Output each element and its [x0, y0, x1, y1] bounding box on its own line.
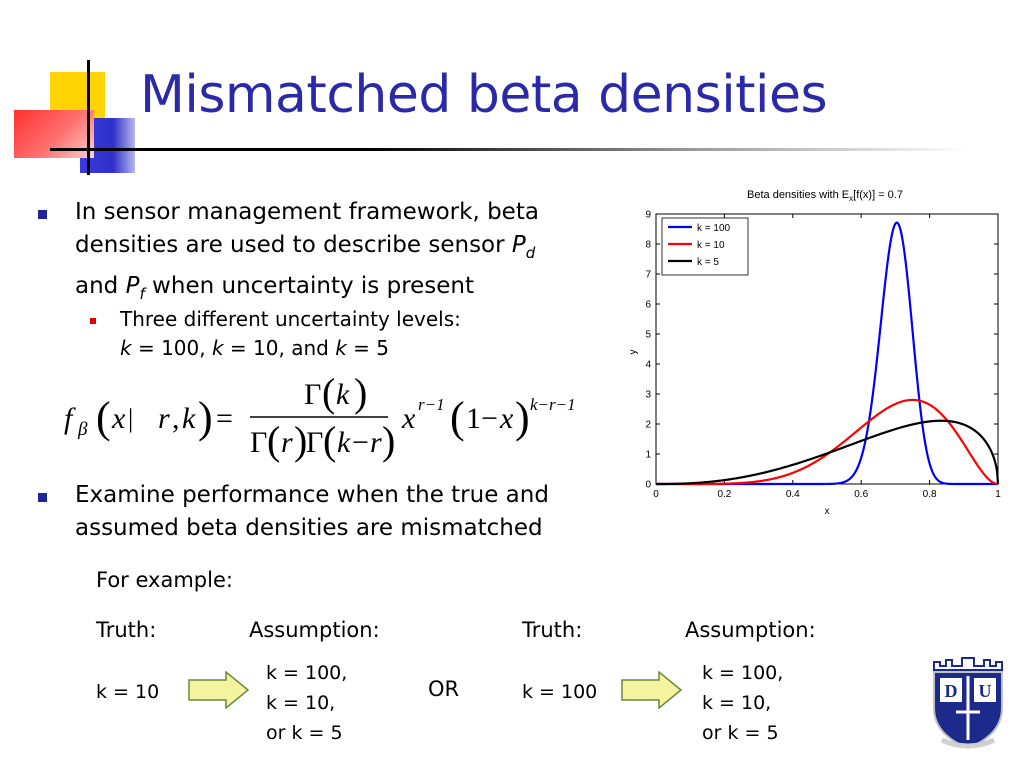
y-tick-label: 6 — [645, 300, 651, 311]
svg-text:(: ( — [450, 393, 465, 442]
svg-text:(: ( — [323, 418, 336, 463]
bullet-2-line-1: Examine performance when the true and — [75, 482, 549, 508]
y-tick-label: 5 — [645, 330, 651, 341]
svg-text:): ) — [294, 418, 307, 463]
y-tick-label: 3 — [645, 390, 651, 401]
svg-text:1: 1 — [466, 402, 481, 435]
bullet-text-2: Examine performance when the true and as… — [75, 479, 615, 545]
svg-text:k: k — [182, 402, 196, 435]
svg-text:r−1: r−1 — [418, 395, 445, 414]
sub-bullet-marker — [90, 318, 96, 324]
svg-text:|: | — [128, 404, 133, 433]
svg-text:,: , — [172, 402, 180, 435]
truth-value-2: k = 100 — [522, 681, 598, 703]
sub-bullet-line-2: k = 100, k = 10, and k = 5 — [120, 336, 389, 360]
svg-text:−: − — [352, 426, 369, 459]
slide-title: Mismatched beta densities — [140, 65, 828, 125]
truth-label-2: Truth: — [522, 618, 583, 642]
svg-text:k: k — [336, 378, 350, 411]
truth-value-1: k = 10 — [96, 681, 160, 703]
x-tick-label: 0.2 — [717, 489, 731, 500]
formula-f: f — [64, 402, 76, 435]
chart-legend: k = 100 k = 10 k = 5 — [661, 217, 749, 276]
beta-density-formula: f β ( x | r , k ) = Γ ( k ) Γ ( r ) Γ ( … — [64, 372, 576, 463]
y-tick-label: 8 — [645, 240, 651, 251]
bullet-text-1: In sensor management framework, beta den… — [75, 196, 605, 311]
assumption-values-2: k = 100, k = 10, or k = 5 — [702, 658, 783, 748]
svg-text:): ) — [382, 418, 395, 463]
chart-title: Beta densities with Ex[f(x)] = 0.7 — [747, 189, 903, 203]
bullet-1-line-2: densities are used to describe sensor Pd — [75, 232, 536, 262]
svg-text:(: ( — [96, 393, 111, 442]
bullet-marker — [38, 210, 47, 219]
beta-densities-chart: Beta densities with Ex[f(x)] = 0.7 0 1 2 3 4… — [628, 189, 1001, 517]
svg-text:U: U — [979, 681, 992, 701]
svg-text:Γ: Γ — [306, 426, 323, 459]
y-tick-label: 7 — [645, 270, 651, 281]
sub-bullet-line-1: Three different uncertainty levels: — [120, 307, 461, 331]
svg-text:r: r — [158, 402, 170, 435]
bullet-1-line-3: and Pf when uncertainty is present — [75, 273, 475, 303]
svg-text:r: r — [281, 426, 293, 459]
svg-text:(: ( — [322, 372, 335, 415]
assumption-values-1: k = 100, k = 10, or k = 5 — [266, 658, 347, 748]
y-tick-label: 9 — [645, 210, 651, 221]
x-tick-label: 1 — [995, 489, 1001, 500]
legend-label: k = 5 — [697, 257, 719, 268]
bullet-1-line-1: In sensor management framework, beta — [75, 199, 539, 225]
assumption-1-option-2: k = 10, — [266, 692, 336, 714]
or-label: OR — [428, 677, 460, 701]
svg-text:): ) — [354, 372, 367, 415]
assumption-label-2: Assumption: — [685, 618, 816, 642]
assumption-2-option-1: k = 100, — [702, 662, 784, 684]
y-tick-label: 1 — [645, 450, 651, 461]
svg-text:k: k — [337, 426, 351, 459]
assumption-1-option-1: k = 100, — [266, 662, 348, 684]
bullet-2-line-2: assumed beta densities are mismatched — [75, 515, 543, 541]
x-tick-label: 0.8 — [923, 489, 937, 500]
svg-text:): ) — [515, 393, 530, 442]
svg-text:x: x — [111, 402, 126, 435]
y-tick-label: 2 — [645, 420, 651, 431]
formula-beta: β — [77, 419, 88, 440]
right-arrow-icon — [188, 671, 250, 709]
assumption-1-option-3: or k = 5 — [266, 722, 343, 744]
svg-text:x: x — [401, 402, 416, 435]
right-arrow-icon — [621, 671, 683, 709]
svg-text:k−r−1: k−r−1 — [530, 395, 576, 414]
svg-text:D: D — [945, 681, 958, 701]
y-axis-label: y — [628, 350, 639, 355]
decor-vertical-line — [87, 60, 90, 175]
x-tick-label: 0.6 — [854, 489, 868, 500]
truth-label-1: Truth: — [96, 618, 157, 642]
svg-text:): ) — [198, 393, 213, 442]
university-shield-logo: D U — [933, 657, 1003, 750]
svg-text:Γ: Γ — [250, 426, 267, 459]
svg-text:(: ( — [267, 418, 280, 463]
legend-label: k = 100 — [697, 223, 731, 234]
x-tick-label: 0 — [653, 489, 659, 500]
y-tick-label: 0 — [645, 480, 651, 491]
svg-text:=: = — [216, 402, 233, 435]
for-example-label: For example: — [96, 568, 233, 592]
title-underline — [50, 148, 970, 151]
sub-bullet-text: Three different uncertainty levels: k = … — [120, 305, 580, 363]
assumption-2-option-2: k = 10, — [702, 692, 772, 714]
svg-text:−: − — [481, 402, 498, 435]
series-line — [656, 419, 1000, 486]
legend-label: k = 10 — [697, 240, 725, 251]
bullet-marker — [38, 493, 47, 502]
svg-text:Γ: Γ — [304, 378, 321, 411]
svg-text:r: r — [370, 426, 382, 459]
svg-text:x: x — [499, 402, 514, 435]
assumption-label-1: Assumption: — [249, 618, 380, 642]
x-tick-label: 0.4 — [786, 489, 800, 500]
assumption-2-option-3: or k = 5 — [702, 722, 779, 744]
y-tick-label: 4 — [645, 360, 651, 371]
x-axis-label: x — [825, 506, 830, 517]
